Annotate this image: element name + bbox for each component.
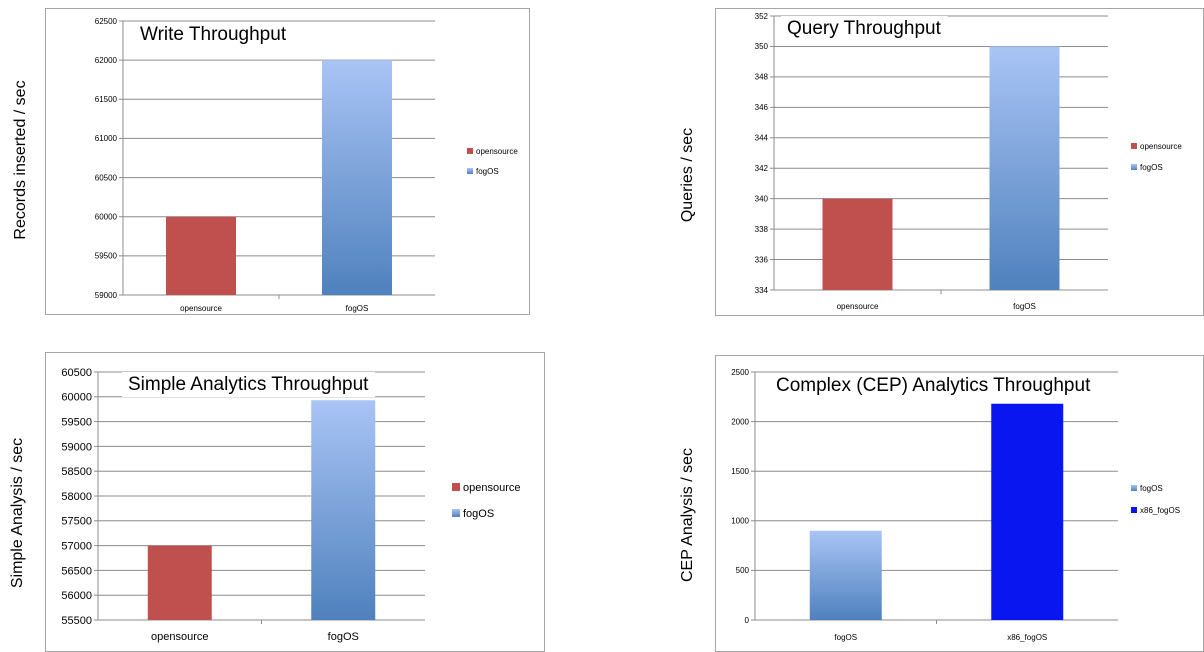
- y-tick-label: 500: [736, 566, 750, 575]
- y-tick-label: 336: [755, 255, 769, 264]
- y-tick-label: 344: [755, 134, 769, 143]
- y-tick-label: 58500: [61, 466, 92, 478]
- legend-swatch-x86-fogos: [1131, 507, 1137, 513]
- legend-swatch-fogos: [467, 168, 473, 174]
- chart-title: Write Throughput: [140, 24, 287, 45]
- x-category-label: x86_fogOS: [1007, 633, 1047, 642]
- chart-panel-3: 55500 56000 56500 57000 57500 58000 58500 59000…: [9, 352, 545, 652]
- chart-title-background: [781, 16, 948, 41]
- chart-title: Simple Analytics Throughput: [128, 374, 369, 395]
- x-category-label: fogOS: [834, 633, 857, 642]
- legend-label: opensource: [1140, 142, 1182, 151]
- y-tick-label: 350: [755, 42, 769, 51]
- y-tick-label: 338: [755, 225, 769, 234]
- y-tick-label: 334: [755, 286, 769, 295]
- x-category-label: opensource: [837, 302, 879, 311]
- legend: fogOS x86_fogOS: [1131, 484, 1180, 515]
- x-category-label: fogOS: [328, 631, 359, 643]
- bar-opensource: [147, 545, 212, 620]
- y-tick-label: 60000: [61, 392, 92, 404]
- chart-panel-2: 334 336 338 340 342 344 346 348 350 352 opensource…: [679, 8, 1204, 316]
- chart-frame: [45, 8, 530, 315]
- y-tick-label: 2000: [731, 417, 749, 426]
- legend-swatch-opensource: [467, 148, 473, 154]
- y-tick-label: 60500: [95, 173, 118, 182]
- legend-label: fogOS: [1140, 163, 1163, 172]
- legend-swatch-opensource: [1131, 143, 1137, 149]
- legend-label: fogOS: [1140, 484, 1163, 493]
- legend-swatch-fogos: [1131, 485, 1137, 491]
- y-tick-label: 342: [755, 164, 769, 173]
- x-category-label: fogOS: [1013, 302, 1036, 311]
- chart-frame: [715, 8, 1204, 316]
- bar-opensource: [166, 216, 236, 295]
- legend-label: fogOS: [476, 167, 499, 176]
- y-tick-label: 55500: [61, 615, 92, 627]
- legend-label: opensource: [476, 147, 518, 156]
- chart-panel-1: 59000 59500 60000 60500 61000 61500 62000 62500…: [12, 8, 530, 315]
- legend-swatch-opensource: [452, 483, 460, 491]
- legend: opensource fogOS: [452, 482, 521, 520]
- legend-label: fogOS: [463, 508, 494, 520]
- chart-frame: [715, 355, 1204, 652]
- chart-frame: [45, 352, 545, 652]
- y-tick-label: 56500: [61, 565, 92, 577]
- y-tick-label: 57000: [61, 540, 92, 552]
- y-tick-label: 58000: [61, 491, 92, 503]
- y-tick-label: 352: [755, 12, 769, 21]
- y-tick-label: 340: [755, 194, 769, 203]
- y-tick-label: 61000: [95, 134, 118, 143]
- legend: opensource fogOS: [1131, 142, 1182, 172]
- y-axis-label: Queries / sec: [679, 128, 696, 222]
- y-tick-label: 59500: [61, 416, 92, 428]
- y-tick-label: 61500: [95, 95, 118, 104]
- y-tick-label: 57500: [61, 516, 92, 528]
- y-tick-label: 2500: [731, 368, 749, 377]
- y-tick-label: 346: [755, 103, 769, 112]
- y-tick-label: 1000: [731, 517, 749, 526]
- y-axis-label: Records inserted / sec: [12, 80, 29, 239]
- y-axis-label: CEP Analysis / sec: [679, 448, 696, 582]
- y-tick-label: 59500: [95, 252, 118, 261]
- bar-fogos: [322, 60, 392, 296]
- chart-title-background: [122, 372, 376, 397]
- y-tick-label: 1500: [731, 467, 749, 476]
- chart-title: Query Throughput: [787, 18, 942, 39]
- x-category-label: fogOS: [346, 304, 369, 313]
- y-tick-label: 56000: [61, 590, 92, 602]
- y-axis-label: Simple Analysis / sec: [9, 438, 26, 588]
- y-tick-label: 60500: [61, 367, 92, 379]
- bar-opensource: [822, 198, 893, 290]
- legend-label: x86_fogOS: [1140, 506, 1180, 515]
- chart-title: Complex (CEP) Analytics Throughput: [776, 375, 1091, 396]
- y-tick-label: 62000: [95, 56, 118, 65]
- chart-title-background: [770, 373, 1098, 398]
- chart-title-background: [134, 22, 293, 47]
- bar-fogos: [809, 530, 882, 620]
- y-tick-label: 348: [755, 73, 769, 82]
- y-tick-label: 60000: [95, 213, 118, 222]
- y-tick-label: 0: [745, 616, 750, 625]
- chart-panel-4: 0 500 1000 1500 2000 2500 fogOS x86_fogOS Comple…: [679, 355, 1204, 652]
- y-tick-label: 59000: [61, 441, 92, 453]
- legend-label: opensource: [463, 482, 521, 494]
- legend: opensource fogOS: [467, 147, 518, 176]
- y-tick-label: 59000: [95, 291, 118, 300]
- bar-x86-fogos: [991, 403, 1064, 620]
- bar-fogos: [989, 46, 1060, 290]
- bar-fogos: [311, 400, 376, 620]
- legend-swatch-fogos: [1131, 164, 1137, 170]
- x-category-label: opensource: [180, 304, 222, 313]
- y-tick-label: 62500: [95, 17, 118, 26]
- legend-swatch-fogos: [452, 509, 460, 517]
- x-category-label: opensource: [151, 631, 209, 643]
